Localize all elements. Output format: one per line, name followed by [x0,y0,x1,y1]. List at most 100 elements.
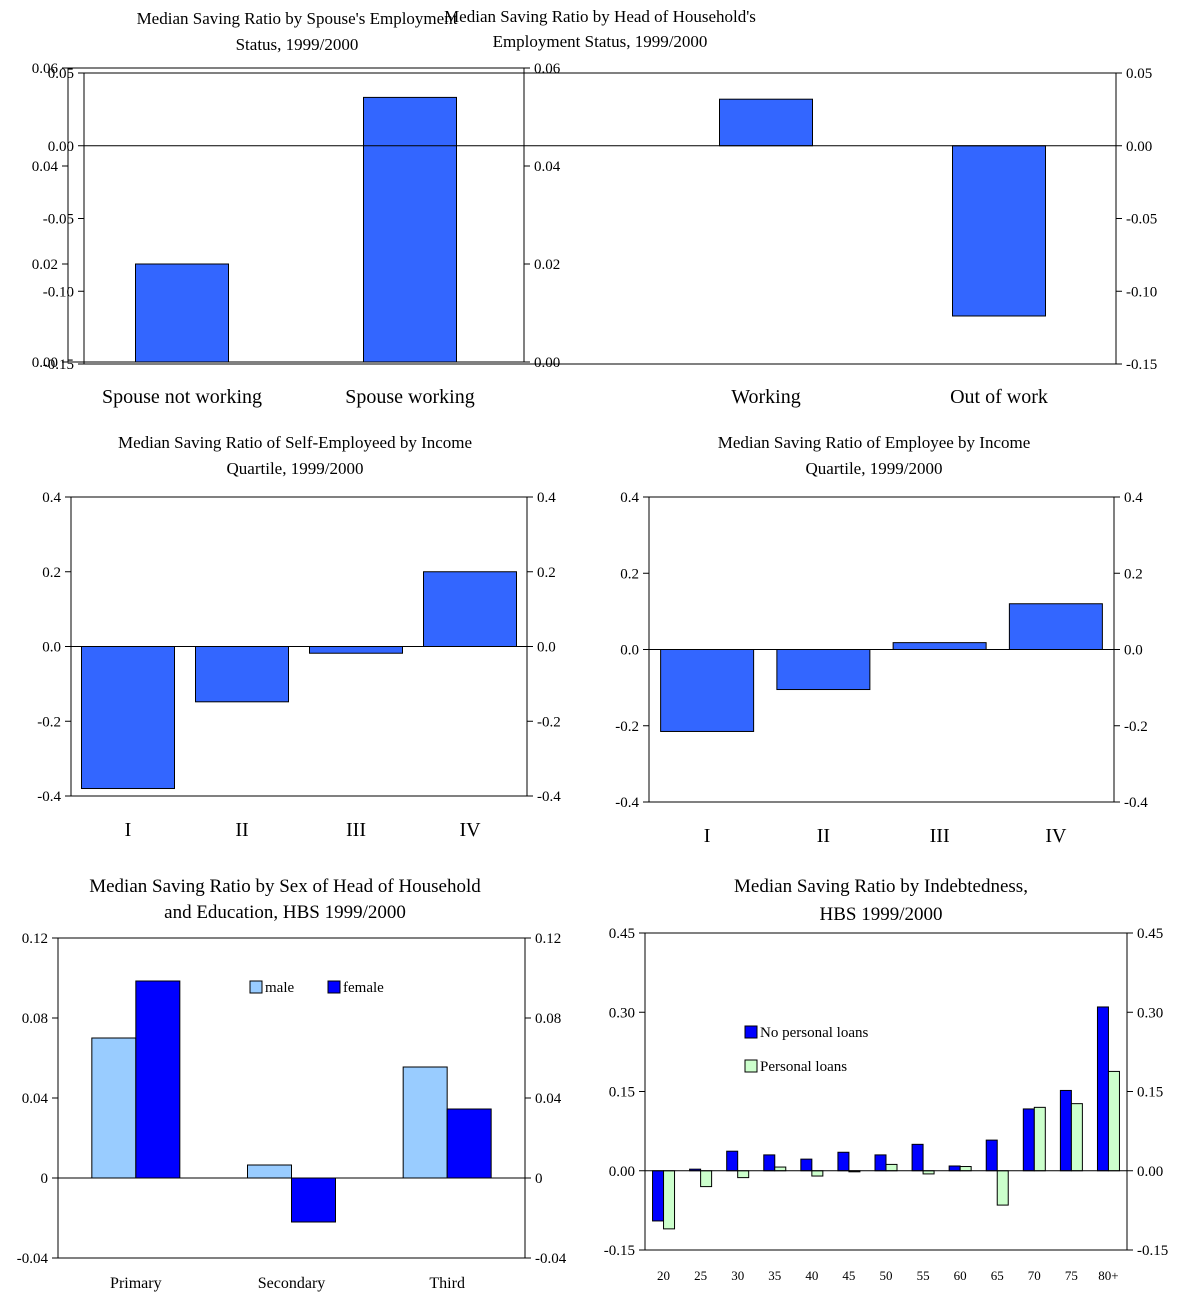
y-tick-label-right: -0.15 [1126,357,1157,373]
y-tick-label-right: 0.4 [537,490,556,506]
bar [652,1170,665,1222]
bar [948,1165,961,1172]
y-tick-label-left: -0.2 [615,719,639,735]
y-tick-label-right: 0.45 [1137,926,1163,942]
chart-3: Median Saving Ratio of Self-Employeed by… [37,433,561,841]
category-label: 35 [768,1268,781,1283]
bar [726,1150,739,1172]
y-tick-label-left: -0.04 [17,1251,49,1267]
bar [1022,1108,1035,1172]
y-tick-label-left: 0.15 [609,1085,635,1101]
chart-title: HBS 1999/2000 [820,904,943,925]
bar [700,1170,713,1188]
bar [885,1163,898,1172]
y-tick-label-right: 0.15 [1137,1085,1163,1101]
y-tick-label-left: 0.06 [32,61,59,77]
category-label: Spouse working [345,386,474,408]
category-label: IV [459,819,481,841]
y-tick-label-right: -0.2 [537,714,561,730]
y-tick-label-left: 0.30 [609,1005,635,1021]
chart-title: Quartile, 1999/2000 [227,459,364,478]
bar [247,1164,292,1179]
y-tick-label-right: 0 [535,1171,543,1187]
bar [874,1154,887,1172]
chart-title: Median Saving Ratio of Employee by Incom… [718,433,1031,452]
legend-label: female [343,980,384,996]
bar [402,1066,448,1179]
chart-title: Median Saving Ratio by Spouse's Employme… [137,9,458,28]
y-tick-label-left: -0.4 [37,789,61,805]
bar [81,646,175,790]
y-tick-label-left: 0.2 [620,566,639,582]
category-label: Working [731,386,801,408]
bar [996,1170,1009,1206]
y-tick-label-right: 0.05 [1126,66,1152,82]
chart-5: Median Saving Ratio by Sex of Head of Ho… [17,876,567,1292]
y-tick-label-right: 0.4 [1124,490,1143,506]
y-tick-label-left: 0.2 [42,565,61,581]
legend-swatch [249,980,263,994]
category-label: Third [429,1275,465,1292]
y-tick-label-left: -0.05 [43,212,74,228]
category-label: 60 [954,1268,967,1283]
category-label: II [817,825,830,847]
chart-6: Median Saving Ratio by Indebtedness, HBS … [604,876,1169,1283]
bar [291,1177,336,1223]
category-label: I [704,825,711,847]
y-tick-label-left: 0.00 [609,1164,635,1180]
bar [195,646,289,703]
y-tick-label-left: -0.10 [43,284,74,300]
y-tick-label-right: 0.30 [1137,1005,1163,1021]
y-tick-label-right: 0.0 [537,640,556,656]
y-tick-label-left: 0.0 [42,640,61,656]
bar [763,1154,776,1172]
legend-label: No personal loans [760,1025,868,1041]
category-label: II [235,819,248,841]
chart-4: Median Saving Ratio of Employee by Incom… [615,433,1148,847]
bar [1033,1106,1046,1172]
chart-title: Median Saving Ratio of Self-Employeed by… [118,433,472,452]
legend-swatch [744,1025,758,1039]
bar [776,649,871,691]
y-tick-label-right: 0.00 [1126,139,1152,155]
y-tick-label-left: 0.02 [32,257,58,273]
legend-label: male [265,980,294,996]
bar [660,649,755,732]
y-tick-label-left: 0.4 [42,490,61,506]
chart-title: and Education, HBS 1999/2000 [164,902,406,923]
category-label: Spouse not working [102,386,262,408]
chart-title: Quartile, 1999/2000 [806,459,943,478]
bar [663,1170,676,1230]
y-tick-label-right: 0.04 [535,1091,562,1107]
y-tick-label-right: 0.00 [1137,1164,1163,1180]
y-tick-label-left: 0.4 [620,490,639,506]
bar [911,1143,924,1172]
y-tick-label-right: 0.02 [534,257,560,273]
y-tick-label-right: 0.08 [535,1011,561,1027]
y-tick-label-right: 0.0 [1124,643,1143,659]
category-label: III [930,825,950,847]
category-label: 30 [731,1268,744,1283]
y-tick-label-left: 0.00 [48,139,74,155]
category-label: 70 [1028,1268,1041,1283]
y-tick-label-left: 0.04 [32,159,59,175]
category-label: Primary [110,1275,162,1292]
legend-swatch [744,1059,758,1073]
y-tick-label-left: 0.12 [22,931,48,947]
bar [811,1170,824,1177]
y-tick-label-right: 0.04 [534,159,561,175]
legend-swatch [327,980,341,994]
bar [800,1158,813,1172]
y-tick-label-left: -0.2 [37,714,61,730]
y-tick-label-right: -0.10 [1126,284,1157,300]
bar [837,1151,850,1172]
y-tick-label-right: -0.15 [1137,1243,1168,1259]
y-tick-label-left: 0.08 [22,1011,48,1027]
chart-1: Median Saving Ratio by Spouse's Employme… [32,9,561,408]
chart-title: Median Saving Ratio by Head of Household… [444,7,756,26]
category-label: 45 [842,1268,855,1283]
category-label: 20 [657,1268,670,1283]
y-tick-label-right: 0.06 [534,61,561,77]
category-label: III [346,819,366,841]
bar [423,571,517,647]
